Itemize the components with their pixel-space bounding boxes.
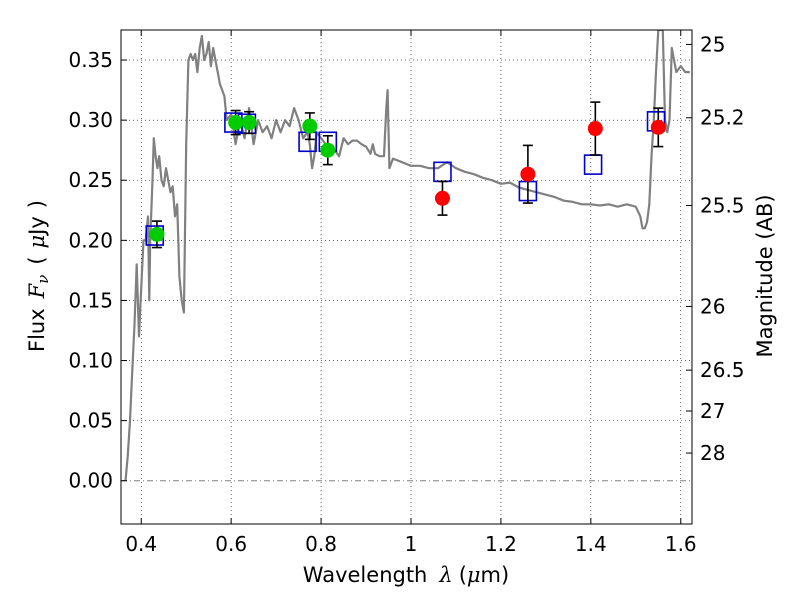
x-tick-label: 1 [405, 532, 418, 556]
x-tick-label: 1.2 [485, 532, 517, 556]
y-tick-label: 0.10 [68, 349, 113, 373]
observed-green-marker [149, 226, 165, 242]
y-tick-label: 0.20 [68, 228, 113, 252]
magnitude-tick-label: 26.5 [700, 358, 745, 382]
x-tick-label: 0.8 [305, 532, 337, 556]
observed-red-marker [587, 121, 603, 137]
y-tick-label: 0.05 [68, 409, 113, 433]
magnitude-tick-label: 25.2 [700, 106, 745, 130]
observed-green-marker [228, 115, 244, 131]
x-tick-label: 0.4 [125, 532, 157, 556]
template-spectrum-line [124, 30, 690, 481]
observed-red-marker [520, 166, 536, 182]
observed-green-marker [320, 142, 336, 158]
x-axis: 0.4 0.6 0.8 1 1.2 1.4 1.6 [125, 30, 697, 556]
y-tick-label: 0.35 [68, 48, 113, 72]
plot-area [124, 30, 690, 481]
x-tick-label: 1.4 [575, 532, 607, 556]
x-tick-label: 1.6 [665, 532, 697, 556]
y-tick-label: 0.00 [68, 469, 113, 493]
magnitude-axis-label: Magnitude (AB) [753, 194, 777, 357]
magnitude-tick-label: 26 [700, 294, 725, 318]
magnitude-tick-label: 28 [700, 441, 725, 465]
y-tick-label: 0.25 [68, 168, 113, 192]
magnitude-tick-label: 25.5 [700, 193, 745, 217]
y-axis-label: FluxFν(μJy) [25, 200, 52, 352]
magnitude-tick-label: 27 [700, 399, 725, 423]
y-tick-label: 0.15 [68, 288, 113, 312]
plot-frame [120, 29, 693, 525]
y-axis: 0.00 0.05 0.10 0.15 0.20 0.25 0.30 0.35 [68, 48, 127, 493]
x-tick-label: 0.6 [215, 532, 247, 556]
observed-green-marker [241, 115, 257, 131]
observed-red-marker [650, 119, 666, 135]
grid [121, 30, 692, 524]
magnitude-axis: 25 25.2 25.5 26 26.5 27 28 [686, 32, 745, 465]
model-photometry-marker [583, 154, 603, 175]
observed-red-marker [434, 190, 450, 206]
magnitude-tick-label: 25 [700, 32, 725, 56]
y-tick-label: 0.30 [68, 108, 113, 132]
x-axis-label: Wavelength λ (μm) [303, 563, 509, 587]
observed-green-marker [302, 118, 318, 134]
